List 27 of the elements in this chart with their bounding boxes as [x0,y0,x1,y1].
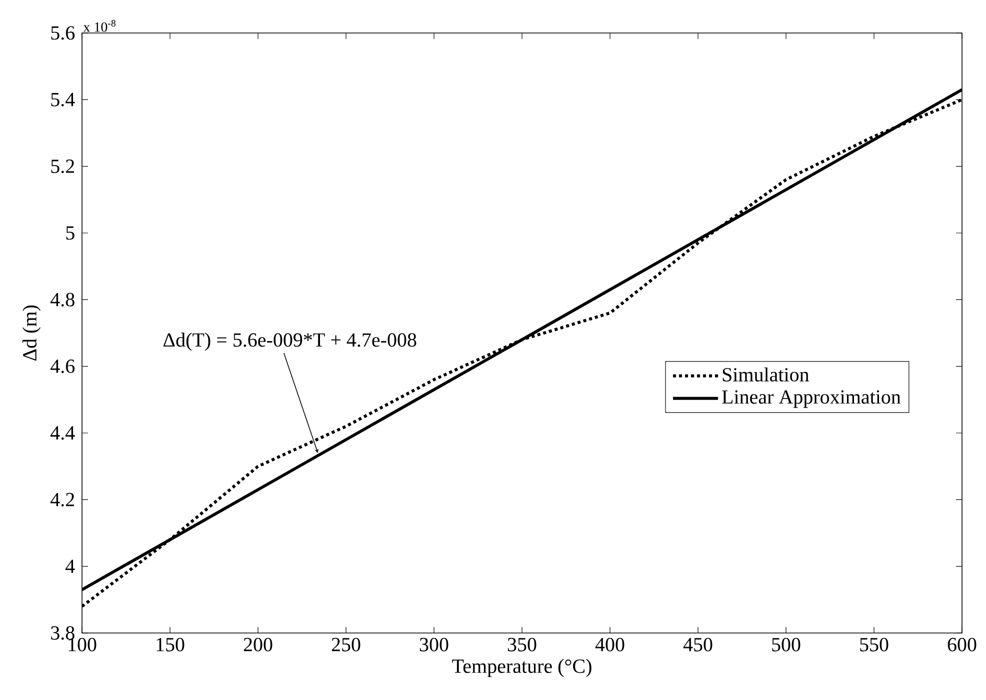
y-tick-label: 5.4 [51,92,75,106]
y-tick-label: 4 [66,560,75,573]
y-tick-label: 4.2 [50,492,74,506]
y-tick-label: 3.8 [51,626,74,640]
y-tick-label: 4.6 [50,360,75,374]
x-axis-title: Temperature (°C) [452,658,592,678]
x-tick-label: 400 [595,638,624,652]
x-tick-label: 450 [683,638,712,652]
legend-label: Simulation [722,367,810,382]
y-tick-label: 5.6 [51,26,75,40]
x-tick-label: 500 [772,638,800,652]
x-tick-label: 550 [860,638,888,652]
y-tick-label: 4.8 [50,292,74,306]
y-tick-label: 4.4 [50,426,75,440]
x-tick-label: 300 [420,638,448,652]
x-tick-label: 250 [332,638,360,652]
y-tick-label: 5.2 [51,160,74,174]
annotation: Δd(T) = 5.6e-009*T + 4.7e-008 [163,332,416,351]
x-tick-label: 600 [948,638,976,652]
y-axis-title: Δd (m) [22,306,41,361]
legend-label: Linear Approximation [722,390,901,408]
x-tick-label: 200 [244,638,272,652]
x-tick-label: 350 [508,638,536,652]
y-tick-label: 5 [66,226,74,240]
x-tick-label: 100 [68,638,96,652]
text: x 10$^{-8}$ [83,20,116,32]
x-tick-label: 150 [156,638,184,652]
